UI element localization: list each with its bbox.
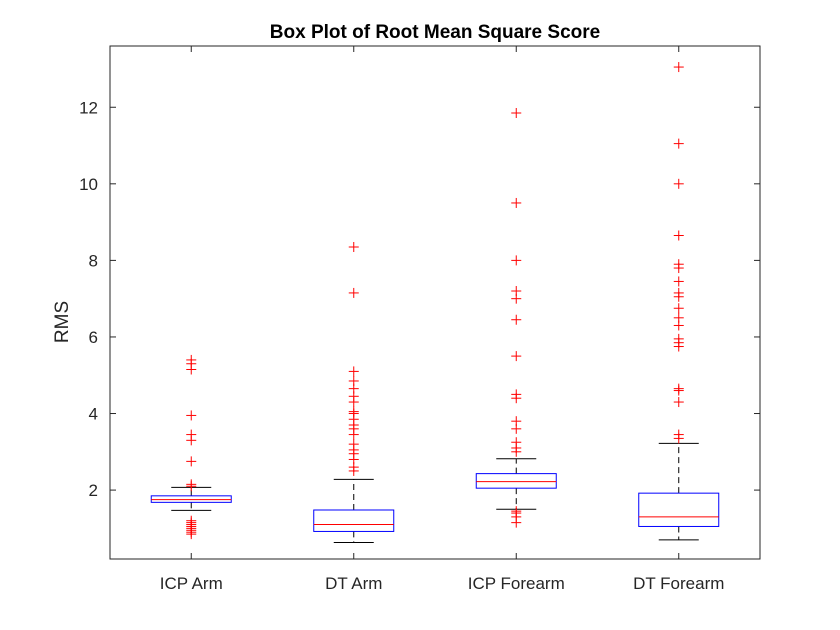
iqr-box: [313, 509, 395, 532]
x-tick-label: DT Arm: [325, 574, 382, 593]
outlier-marker: [673, 259, 684, 270]
outlier-marker: [511, 286, 522, 297]
axes-frame: [109, 45, 761, 560]
y-tick-label: 8: [89, 251, 98, 270]
outlier-marker: [673, 178, 684, 189]
iqr-box: [475, 473, 557, 489]
iqr-box: [150, 495, 232, 503]
outlier-marker: [511, 255, 522, 266]
outlier-marker: [348, 375, 359, 386]
plot-area: 2 4 6 8 10 12 ICP Arm DT Arm ICP Forearm DT Forea…: [79, 46, 760, 593]
y-axis-title: RMS: [52, 301, 73, 343]
outlier-marker: [673, 397, 684, 408]
outlier-marker: [673, 312, 684, 323]
y-tick-label: 6: [89, 328, 98, 347]
outlier-marker: [186, 354, 197, 365]
outlier-marker: [186, 479, 197, 490]
x-tick-label: ICP Arm: [160, 574, 223, 593]
outlier-marker: [511, 197, 522, 208]
outlier-marker: [673, 429, 684, 440]
outlier-marker: [673, 62, 684, 73]
outlier-marker: [673, 303, 684, 314]
x-tick-label: ICP Forearm: [468, 574, 565, 593]
outlier-marker: [673, 138, 684, 149]
outlier-marker: [511, 437, 522, 448]
y-tick-label: 2: [89, 481, 98, 500]
y-tick-label: 10: [79, 175, 98, 194]
outlier-marker: [186, 515, 197, 526]
outlier-marker: [673, 230, 684, 241]
chart-title: Box Plot of Root Mean Square Score: [270, 22, 600, 43]
outlier-marker: [673, 276, 684, 287]
x-tick-label: DT Forearm: [633, 574, 724, 593]
y-tick-label: 12: [79, 98, 98, 117]
outlier-marker: [511, 389, 522, 400]
outlier-marker: [348, 241, 359, 252]
outlier-marker: [348, 366, 359, 377]
outlier-marker: [511, 351, 522, 362]
outlier-marker: [673, 333, 684, 344]
outlier-marker: [511, 416, 522, 427]
outlier-marker: [186, 456, 197, 467]
outlier-marker: [186, 410, 197, 421]
outlier-marker: [348, 406, 359, 417]
outlier-marker: [511, 506, 522, 517]
outlier-marker: [673, 287, 684, 298]
outlier-marker: [186, 429, 197, 440]
outlier-marker: [673, 383, 684, 394]
outlier-marker: [511, 107, 522, 118]
y-tick-label: 4: [89, 405, 98, 424]
iqr-box: [638, 492, 720, 527]
outlier-marker: [348, 439, 359, 450]
outlier-marker: [511, 314, 522, 325]
outlier-marker: [348, 287, 359, 298]
